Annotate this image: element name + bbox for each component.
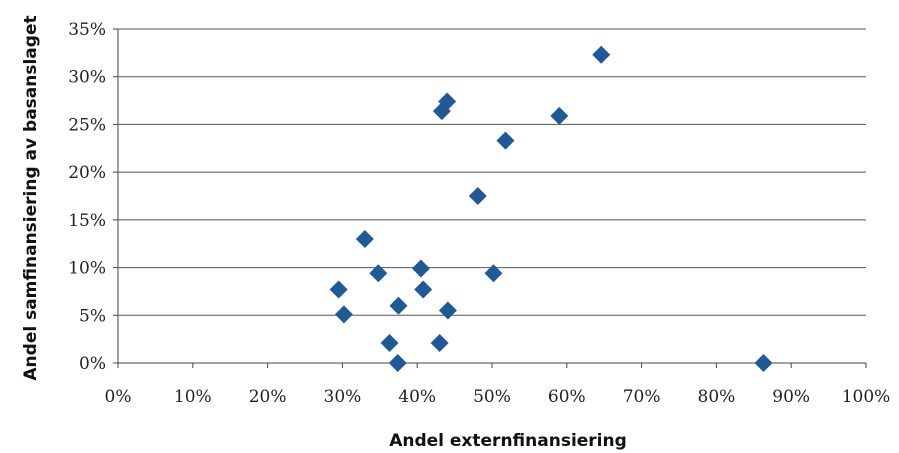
x-tick-label: 20% xyxy=(249,387,287,407)
x-tick-label: 100% xyxy=(842,387,891,407)
x-axis-title: Andel externfinansiering xyxy=(389,431,627,451)
data-point-diamond xyxy=(438,301,457,320)
y-tick-label: 0% xyxy=(79,354,106,374)
data-point-diamond xyxy=(414,280,433,299)
gridlines xyxy=(118,28,866,316)
x-tick-label: 0% xyxy=(105,387,132,407)
data-point-diamond xyxy=(468,187,487,205)
data-points xyxy=(329,45,773,372)
data-point-diamond xyxy=(592,45,611,64)
data-point-diamond xyxy=(380,333,399,352)
axes xyxy=(113,28,867,368)
x-tick-label: 80% xyxy=(698,387,736,407)
y-tick-label: 20% xyxy=(68,163,106,183)
data-point-diamond xyxy=(496,131,515,150)
data-point-diamond xyxy=(389,296,408,315)
x-tick-label: 50% xyxy=(473,387,511,407)
x-tick-label: 60% xyxy=(548,387,586,407)
data-point-diamond xyxy=(388,354,407,372)
y-tick-label: 15% xyxy=(68,211,106,231)
data-point-diamond xyxy=(550,106,569,125)
y-axis-title: Andel samfinansiering av basanslaget xyxy=(21,15,41,380)
data-point-diamond xyxy=(484,264,503,283)
data-point-diamond xyxy=(334,305,353,324)
y-tick-label: 10% xyxy=(68,259,106,279)
data-point-diamond xyxy=(355,229,374,248)
data-point-diamond xyxy=(430,333,449,352)
x-tick-label: 90% xyxy=(772,387,810,407)
x-tick-label: 10% xyxy=(174,387,212,407)
y-tick-label: 30% xyxy=(68,68,106,88)
tick-labels: 0% 5% 10% 15% 20% 25% 30% 35% 0% 10% 20% 30% 40% 50% 6… xyxy=(68,20,890,407)
data-point-diamond xyxy=(754,354,773,372)
x-tick-label: 30% xyxy=(324,387,362,407)
data-point-diamond xyxy=(369,264,388,283)
x-tick-label: 40% xyxy=(398,387,436,407)
data-point-diamond xyxy=(438,92,457,111)
data-point-diamond xyxy=(411,259,430,278)
y-tick-label: 5% xyxy=(79,306,106,326)
y-tick-label: 35% xyxy=(68,20,106,40)
y-tick-label: 25% xyxy=(68,115,106,135)
x-tick-label: 70% xyxy=(623,387,661,407)
data-point-diamond xyxy=(329,280,348,299)
